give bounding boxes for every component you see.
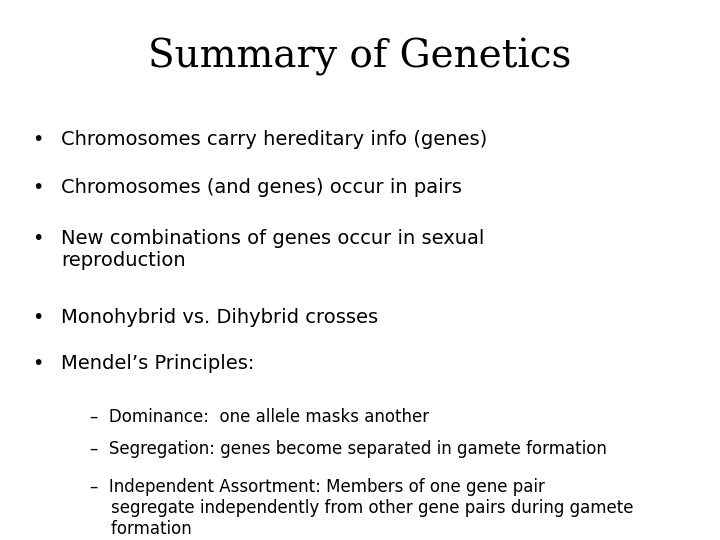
Text: Monohybrid vs. Dihybrid crosses: Monohybrid vs. Dihybrid crosses: [61, 308, 378, 327]
Text: Chromosomes (and genes) occur in pairs: Chromosomes (and genes) occur in pairs: [61, 178, 462, 197]
Text: –  Segregation: genes become separated in gamete formation: – Segregation: genes become separated in…: [90, 440, 607, 458]
Text: •: •: [32, 130, 44, 148]
Text: •: •: [32, 230, 44, 248]
Text: •: •: [32, 178, 44, 197]
Text: –  Dominance:  one allele masks another: – Dominance: one allele masks another: [90, 408, 429, 426]
Text: •: •: [32, 308, 44, 327]
Text: •: •: [32, 354, 44, 373]
Text: Summary of Genetics: Summary of Genetics: [148, 38, 572, 76]
Text: New combinations of genes occur in sexual
reproduction: New combinations of genes occur in sexua…: [61, 230, 485, 271]
Text: Mendel’s Principles:: Mendel’s Principles:: [61, 354, 255, 373]
Text: –  Independent Assortment: Members of one gene pair
    segregate independently : – Independent Assortment: Members of one…: [90, 478, 634, 537]
Text: Chromosomes carry hereditary info (genes): Chromosomes carry hereditary info (genes…: [61, 130, 487, 148]
